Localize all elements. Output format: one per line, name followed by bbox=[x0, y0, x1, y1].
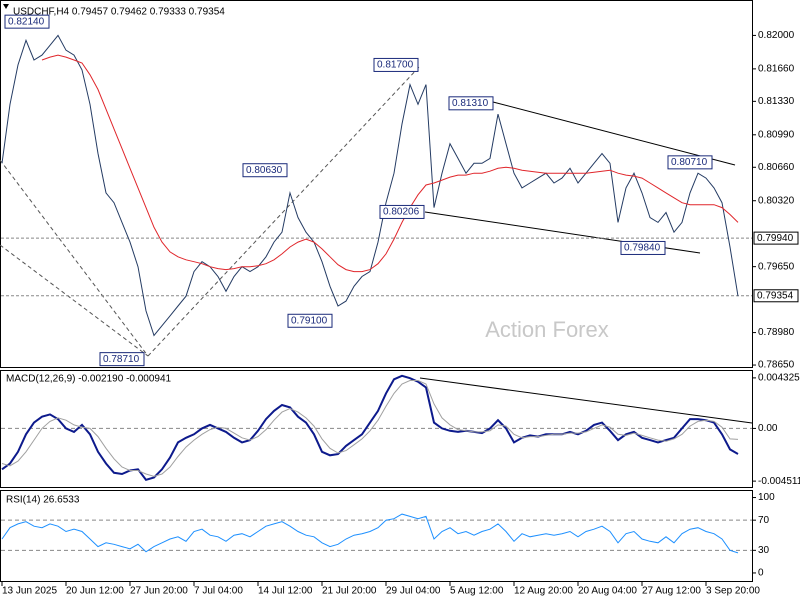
trend-line bbox=[419, 377, 753, 424]
series-line bbox=[1, 513, 739, 554]
price-label: 0.82140 bbox=[8, 16, 45, 27]
y-tick-label: 0.79650 bbox=[758, 261, 795, 272]
x-tick-label: 5 Aug 12:00 bbox=[450, 586, 504, 597]
price-label: 0.79840 bbox=[624, 243, 661, 254]
price-label: 0.81310 bbox=[452, 98, 489, 109]
price-pane bbox=[0, 0, 753, 368]
y-tick-label: 0.80990 bbox=[758, 129, 795, 140]
price-label: 0.79100 bbox=[291, 315, 328, 326]
dashed-line bbox=[0, 159, 149, 357]
price-label-box bbox=[287, 313, 333, 328]
y-tick-label: -0.004511 bbox=[758, 476, 800, 487]
x-tick-label: 29 Jul 04:00 bbox=[386, 586, 441, 597]
series-line bbox=[1, 34, 739, 337]
x-tick-label: 20 Jun 12:00 bbox=[66, 586, 124, 597]
x-tick-label: 27 Aug 12:00 bbox=[642, 586, 701, 597]
series-line bbox=[1, 374, 739, 481]
y-tick-label: 0.80660 bbox=[758, 162, 795, 173]
dashed-line bbox=[0, 244, 149, 357]
series-line bbox=[1, 380, 739, 477]
y-tick-label: 0 bbox=[758, 568, 764, 579]
x-tick-label: 3 Sep 20:00 bbox=[706, 586, 760, 597]
y-tick-label: 100 bbox=[758, 492, 775, 503]
y-tick-label: 0.004325 bbox=[758, 373, 800, 384]
price-label-box bbox=[620, 240, 666, 255]
y-tick-label: 0.78650 bbox=[758, 360, 795, 371]
level-label-box bbox=[753, 231, 799, 245]
y-tick-label: 30 bbox=[758, 545, 770, 556]
y-tick-label: 0.00 bbox=[758, 423, 778, 434]
price-label-box bbox=[373, 57, 419, 72]
level-label: 0.79940 bbox=[757, 233, 794, 244]
y-tick-label: 0.81330 bbox=[758, 96, 795, 107]
price-label-box bbox=[99, 352, 145, 367]
price-label-box bbox=[379, 204, 425, 219]
series-line bbox=[41, 54, 739, 273]
rsi-pane bbox=[0, 490, 753, 582]
watermark: Action Forex bbox=[485, 317, 609, 342]
menu-arrow bbox=[3, 4, 9, 9]
price-label: 0.80710 bbox=[671, 157, 708, 168]
x-tick-label: 12 Aug 20:00 bbox=[514, 586, 573, 597]
price-label: 0.80630 bbox=[246, 165, 283, 176]
x-tick-label: 14 Jul 12:00 bbox=[258, 586, 313, 597]
price-label-box bbox=[4, 14, 50, 29]
price-label: 0.78710 bbox=[103, 354, 140, 365]
level-label: 0.79354 bbox=[757, 290, 794, 301]
pane-title: USDCHF,H4 0.79457 0.79462 0.79333 0.7935… bbox=[13, 7, 225, 18]
price-label: 0.81700 bbox=[377, 60, 414, 71]
price-label-box bbox=[242, 163, 288, 178]
trend-line bbox=[492, 101, 736, 166]
y-tick-label: 0.80320 bbox=[758, 195, 795, 206]
x-tick-label: 13 Jun 2025 bbox=[2, 586, 57, 597]
price-label-box bbox=[667, 155, 713, 170]
fan-lines bbox=[0, 65, 421, 357]
y-tick-label: 70 bbox=[758, 515, 770, 526]
y-tick-label: 0.78980 bbox=[758, 327, 795, 338]
x-tick-label: 7 Jul 04:00 bbox=[194, 586, 243, 597]
y-tick-label: 0.82000 bbox=[758, 30, 795, 41]
x-tick-label: 27 Jun 20:00 bbox=[130, 586, 188, 597]
macd-pane bbox=[0, 370, 753, 488]
level-label-box bbox=[753, 289, 799, 303]
x-tick-label: 21 Jul 20:00 bbox=[322, 586, 377, 597]
pane-title: RSI(14) 26.6533 bbox=[6, 495, 80, 506]
dashed-line bbox=[147, 65, 421, 357]
x-tick-label: 20 Aug 04:00 bbox=[578, 586, 637, 597]
pane-title: MACD(12,26,9) -0.002190 -0.000941 bbox=[6, 374, 172, 385]
price-label: 0.80206 bbox=[383, 207, 420, 218]
price-label-box bbox=[448, 96, 494, 111]
y-tick-label: 0.81660 bbox=[758, 64, 795, 75]
